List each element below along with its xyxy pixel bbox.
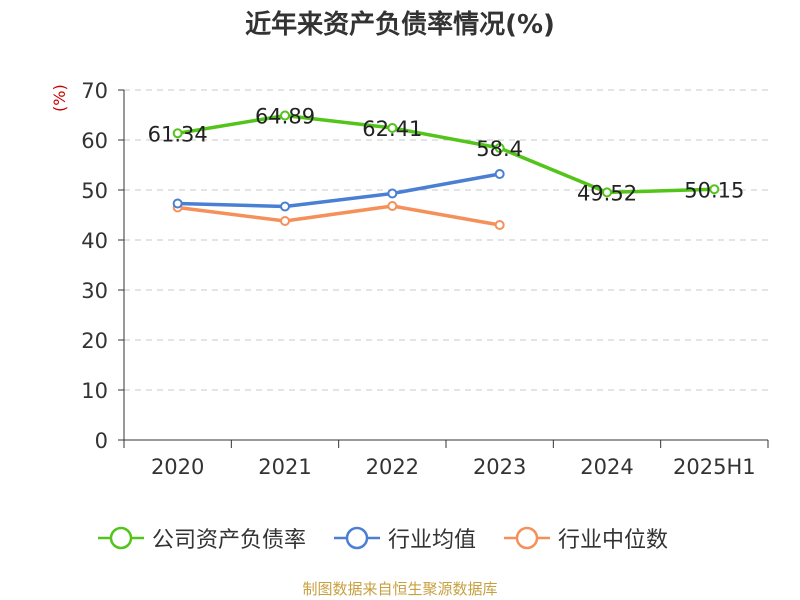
legend-swatch-marker bbox=[345, 526, 369, 550]
data-label: 62.41 bbox=[362, 117, 422, 141]
data-label: 58.4 bbox=[476, 137, 523, 161]
data-point bbox=[172, 128, 183, 139]
legend-label-industry-median: 行业中位数 bbox=[558, 528, 669, 553]
y-tick-label: 50 bbox=[81, 179, 108, 203]
y-tick-label: 0 bbox=[95, 429, 108, 453]
y-tick-label: 30 bbox=[81, 279, 108, 303]
data-point bbox=[387, 188, 398, 199]
data-point bbox=[172, 198, 183, 209]
legend-item-company[interactable]: 公司资产负债率 bbox=[96, 522, 306, 554]
data-label: 64.89 bbox=[255, 105, 315, 129]
series-line bbox=[177, 113, 715, 195]
chart-title: 近年来资产负债率情况(%) bbox=[245, 10, 555, 40]
legend-swatch-industry-mean bbox=[334, 526, 381, 550]
x-tick-label: 2023 bbox=[473, 455, 526, 479]
legend: 公司资产负债率 行业均值 行业中位数 bbox=[96, 518, 694, 558]
x-tick-label: 2022 bbox=[366, 455, 419, 479]
data-source-note: 制图数据来自恒生聚源数据库 bbox=[302, 580, 498, 598]
data-label: 50.15 bbox=[684, 178, 744, 202]
data-point bbox=[602, 187, 612, 198]
series-line bbox=[177, 204, 500, 227]
legend-swatch-industry-median bbox=[504, 526, 551, 550]
data-point bbox=[494, 169, 505, 179]
data-point bbox=[280, 216, 290, 226]
data-label: 61.34 bbox=[148, 122, 208, 146]
y-tick-label: 60 bbox=[81, 129, 108, 153]
data-point bbox=[387, 122, 398, 133]
series-line bbox=[177, 172, 500, 209]
legend-swatch-marker bbox=[515, 526, 539, 550]
data-point bbox=[709, 184, 720, 195]
x-tick-label: 2024 bbox=[580, 455, 633, 479]
y-tick-label: 70 bbox=[81, 79, 108, 103]
legend-item-industry-median[interactable]: 行业中位数 bbox=[502, 522, 668, 554]
data-label: 49.52 bbox=[577, 181, 637, 205]
y-tick-label: 40 bbox=[81, 229, 108, 253]
data-point bbox=[387, 201, 398, 211]
x-tick-label: 2021 bbox=[258, 455, 311, 479]
legend-label-industry-mean: 行业均值 bbox=[388, 528, 477, 553]
legend-label-company: 公司资产负债率 bbox=[152, 528, 307, 553]
legend-item-industry-mean[interactable]: 行业均值 bbox=[332, 522, 476, 554]
y-tick-label: 10 bbox=[81, 379, 108, 403]
data-point bbox=[280, 110, 290, 121]
data-point bbox=[494, 143, 505, 153]
legend-swatch-marker bbox=[109, 526, 133, 550]
y-tick-label: 20 bbox=[81, 329, 108, 353]
x-tick-label: 2025H1 bbox=[673, 455, 756, 479]
x-tick-label: 2020 bbox=[151, 455, 204, 479]
legend-swatch-company bbox=[98, 526, 144, 550]
data-point bbox=[280, 201, 290, 212]
data-point bbox=[494, 220, 505, 230]
